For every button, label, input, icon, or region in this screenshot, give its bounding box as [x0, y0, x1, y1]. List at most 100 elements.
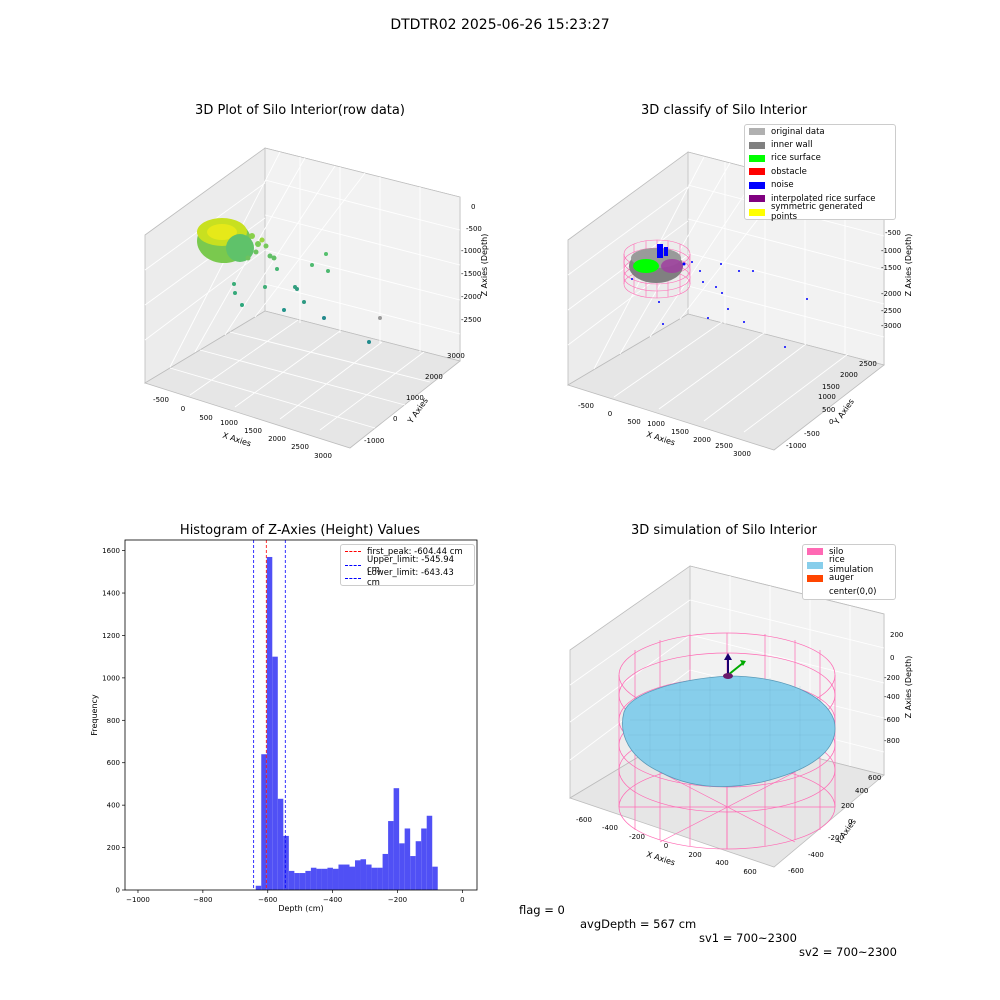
classify-noise [631, 244, 808, 348]
simulation-y-label: Y Axies [833, 817, 858, 847]
classify-z-tick: -1000 [881, 247, 901, 255]
simulation-x-tick: -200 [629, 833, 645, 841]
histogram-bar [377, 867, 383, 890]
histogram-bar [343, 864, 350, 890]
raw-cluster [197, 218, 277, 263]
histogram-bar [332, 868, 339, 890]
legend-entry: obstacle [745, 165, 895, 178]
histogram-x-label: Depth (cm) [278, 904, 323, 913]
raw-x-tick: 2000 [268, 435, 286, 443]
classify-y-tick: -1000 [786, 442, 806, 450]
raw-scatter-points [232, 252, 382, 344]
histogram-x-tick-label: −400 [323, 896, 342, 904]
classify-x-tick: 500 [627, 418, 640, 426]
simulation-legend: silo rice simulation auger center(0,0) [802, 544, 896, 600]
histogram-bar [288, 870, 295, 890]
classify-x-tick: 1000 [647, 420, 665, 428]
simulation-x-tick: 600 [743, 868, 756, 876]
classify-z-tick: -1500 [881, 264, 901, 272]
simulation-3d-plot[interactable]: -600 -400 -200 0 200 400 600 X Axies -60… [500, 500, 1000, 900]
histogram-x-tick-label: −1000 [126, 896, 150, 904]
simulation-x-tick: -400 [602, 824, 618, 832]
histogram-bar [366, 864, 372, 890]
figure-title: DTDTR02 2025-06-26 15:23:27 [390, 17, 610, 33]
legend-entry: Lower_limit: -643.43 cm [341, 568, 474, 588]
raw-z-tick: -1000 [461, 247, 481, 255]
raw-x-tick: 1500 [244, 427, 262, 435]
raw-z-label: Z Axies (Depth) [480, 234, 489, 297]
simulation-rice-surface [622, 675, 836, 787]
classify-legend: original data inner wall rice surface ob… [744, 124, 896, 222]
classify-x-tick: -500 [578, 402, 594, 410]
raw-x-tick: 1000 [220, 419, 238, 427]
simulation-z-tick: -200 [884, 674, 900, 682]
classify-y-tick: 0 [829, 418, 833, 426]
avg-depth-text: avgDepth = 567 cm [580, 917, 697, 931]
simulation-x-label: X Axies [645, 850, 676, 868]
classify-3d-plot[interactable]: -500 0 500 1000 1500 2000 2500 3000 X Ax… [500, 0, 1000, 500]
histogram-bar [399, 843, 405, 890]
classify-z-tick: -500 [885, 229, 901, 237]
simulation-z-tick: -400 [884, 693, 900, 701]
classify-z-tick: -3000 [881, 322, 901, 330]
histogram-legend: first_peak: -604.44 cm Upper_limit: -545… [340, 544, 475, 588]
histogram-bar [360, 859, 367, 890]
classify-z-tick: -2000 [881, 290, 901, 298]
histogram-y-tick-label: 1000 [102, 674, 120, 682]
histogram-y-tick-label: 600 [107, 759, 120, 767]
legend-entry: interpolated rice surface [745, 192, 895, 205]
histogram-bar [432, 866, 438, 890]
raw-y-tick: 1000 [406, 394, 424, 402]
raw-x-tick: 500 [199, 414, 212, 422]
simulation-x-tick: 400 [715, 859, 728, 867]
legend-entry: rice surface [745, 152, 895, 165]
classify-y-tick: -500 [804, 430, 820, 438]
classify-interpolated [661, 259, 683, 273]
legend-entry: inner wall [745, 138, 895, 151]
histogram-x-tick-label: −200 [388, 896, 407, 904]
raw-y-tick: -1000 [364, 437, 384, 445]
histogram-x-tick-label: −600 [258, 896, 277, 904]
classify-y-tick: 1000 [818, 393, 836, 401]
simulation-y-tick: -600 [788, 867, 804, 875]
raw-z-tick: -500 [466, 225, 482, 233]
status-footer: flag = 0 avgDepth = 567 cm sv1 = 700~230… [500, 889, 1000, 959]
classify-x-tick: 2000 [693, 436, 711, 444]
raw-y-tick: 0 [393, 415, 397, 423]
histogram-bar [382, 853, 389, 890]
simulation-z-tick: 0 [890, 654, 894, 662]
histogram-x-tick-label: 0 [460, 896, 464, 904]
simulation-y-tick: 600 [868, 774, 881, 782]
histogram-bar [388, 821, 394, 890]
histogram-bar [426, 815, 433, 890]
histogram-bar [261, 754, 267, 890]
classify-y-tick: 2000 [840, 371, 858, 379]
classify-y-tick: 1500 [822, 383, 840, 391]
histogram-bar [266, 556, 273, 890]
histogram-bar [305, 870, 311, 890]
histogram-y-tick-label: 1600 [102, 547, 120, 555]
classify-x-tick: 0 [608, 410, 612, 418]
classify-x-tick: 2500 [715, 442, 733, 450]
raw-plot-title: 3D Plot of Silo Interior(row data) [195, 103, 405, 118]
classify-z-label: Z Axies (Depth) [904, 234, 913, 297]
simulation-y-tick: -200 [828, 834, 844, 842]
histogram-y-tick-label: 1200 [102, 632, 120, 640]
histogram-chart[interactable]: −1000 −800 −600 −400 −200 0 0 200 400 600 800 1000… [0, 500, 500, 920]
raw-x-tick: -500 [153, 396, 169, 404]
legend-entry: rice simulation [803, 555, 895, 575]
raw-z-tick: -1500 [461, 270, 481, 278]
histogram-bar [421, 828, 427, 890]
raw-z-tick: -2000 [461, 293, 481, 301]
histogram-bar [371, 867, 378, 890]
histogram-bar [310, 867, 317, 890]
flag-text: flag = 0 [519, 903, 565, 917]
raw-3d-plot[interactable]: -500 0 500 1000 1500 2000 2500 3000 X Ax… [0, 0, 500, 500]
histogram-bar [277, 798, 284, 890]
histogram-bar [404, 828, 411, 890]
histogram-bar [272, 656, 278, 890]
legend-entry: silo [803, 545, 895, 558]
simulation-plot-title: 3D simulation of Silo Interior [631, 523, 817, 538]
histogram-bar [415, 841, 422, 890]
simulation-y-tick: 200 [841, 802, 854, 810]
